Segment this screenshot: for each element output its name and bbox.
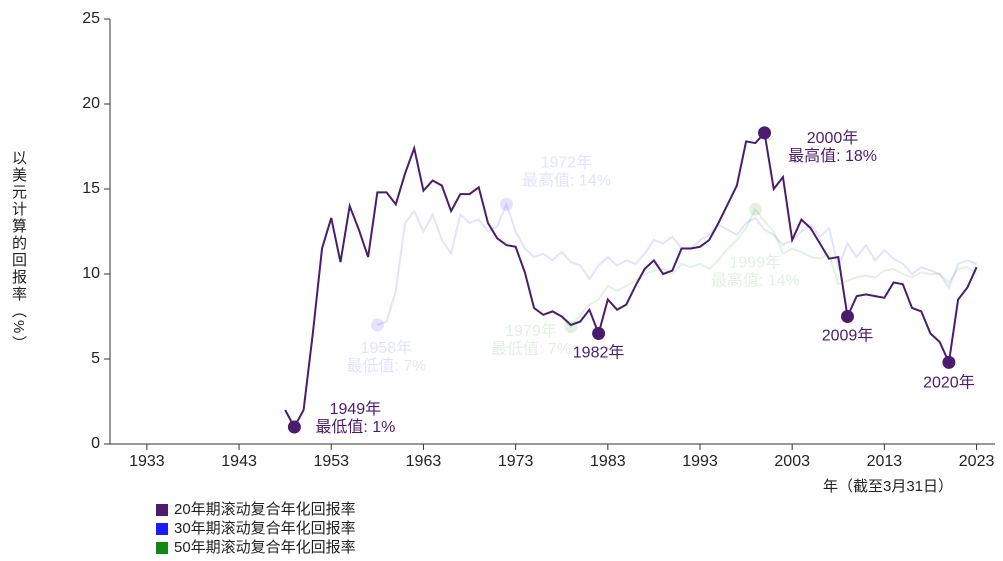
legend-label: 50年期滚动复合年化回报率	[174, 538, 356, 556]
legend-label: 30年期滚动复合年化回报率	[174, 519, 356, 537]
annotation-marker	[564, 320, 578, 334]
annotation-marker	[370, 318, 384, 332]
x-tick-label: 2003	[774, 453, 810, 470]
y-axis-label: 以美元计算的回报率（%）	[10, 150, 27, 352]
annotation-marker	[287, 420, 301, 434]
annotation-text: 2000年	[807, 129, 859, 147]
legend-swatch	[156, 504, 168, 516]
legend-swatch	[156, 542, 168, 554]
annotation-text: 2009年	[822, 327, 874, 345]
x-tick-label: 1933	[129, 453, 165, 470]
series-line	[376, 201, 977, 326]
y-tick-label: 15	[82, 180, 100, 197]
annotation-text: 1958年	[361, 339, 413, 357]
x-tick-label: 1983	[590, 453, 626, 470]
y-tick-label: 5	[91, 350, 100, 367]
annotation-text: 最低值: 1%	[315, 418, 395, 436]
annotation-text: 1972年	[541, 154, 593, 172]
x-tick-label: 1973	[498, 453, 534, 470]
series-line	[561, 207, 978, 329]
annotation-marker	[499, 197, 513, 211]
annotation-text: 1999年	[730, 254, 782, 272]
legend-label: 20年期滚动复合年化回报率	[174, 500, 356, 518]
annotation-text: 最高值: 18%	[788, 147, 877, 165]
x-tick-label: 1953	[313, 453, 349, 470]
annotation-marker	[592, 327, 606, 340]
y-tick-label: 0	[91, 435, 100, 452]
y-tick-label: 10	[82, 265, 100, 282]
annotation-text: 1949年	[330, 400, 382, 418]
annotation-text: 最低值: 7%	[346, 357, 426, 375]
x-tick-label: 1943	[221, 453, 257, 470]
series-line	[284, 130, 978, 430]
annotation-marker	[841, 310, 854, 323]
x-tick-label: 2023	[959, 453, 995, 470]
annotation-text: 最高值: 14%	[522, 172, 611, 190]
y-tick-label: 25	[82, 10, 100, 27]
x-tick-label: 2013	[867, 453, 903, 470]
annotation-text: 1982年	[573, 344, 625, 362]
y-tick-label: 20	[82, 95, 100, 112]
x-tick-label: 1963	[406, 453, 442, 470]
annotation-marker	[758, 126, 772, 140]
annotation-text: 1979年	[505, 322, 557, 340]
annotation-text: 最高值: 14%	[711, 272, 800, 290]
legend-swatch	[156, 523, 168, 535]
annotation-marker	[942, 355, 956, 369]
x-tick-label: 1993	[682, 453, 718, 470]
annotation-text: 2020年	[923, 374, 975, 392]
x-axis-label: 年（截至3月31日）	[823, 478, 953, 495]
annotation-marker	[748, 202, 762, 216]
annotation-text: 最低值: 7%	[491, 340, 571, 358]
